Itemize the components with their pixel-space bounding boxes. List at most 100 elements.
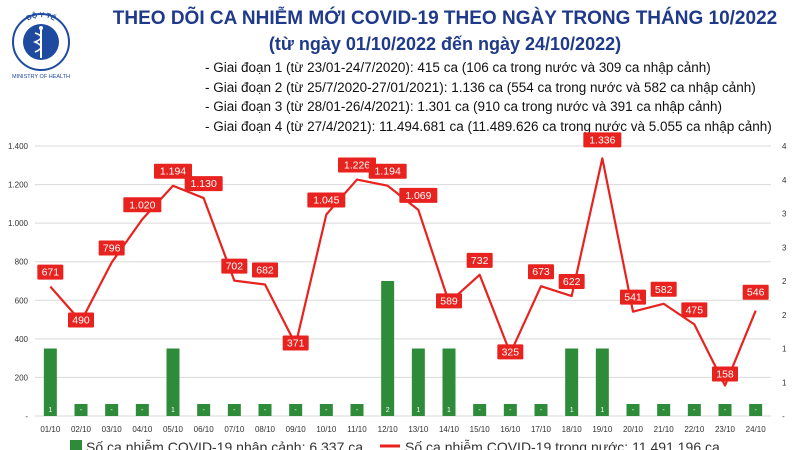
x-tick-label: 19/10	[592, 425, 613, 434]
bar	[718, 404, 732, 416]
y-right-tick-label: 2	[782, 311, 787, 320]
y-left-tick-label: 400	[15, 335, 29, 344]
y-left-tick-label: 200	[15, 373, 29, 382]
phase-notes: Giai đoạn 1 (từ 23/01-24/7/2020): 415 ca…	[205, 58, 772, 136]
data-label: 589	[440, 295, 458, 307]
data-label-box	[650, 281, 677, 297]
bar	[227, 404, 241, 416]
bar-label: 2	[386, 407, 390, 414]
phase-note: Giai đoạn 3 (từ 28/01-26/4/2021): 1.301 …	[205, 97, 772, 117]
data-label: 1.130	[191, 178, 217, 190]
bar-label: -	[754, 407, 757, 414]
legend-label-domestic: Số ca nhiễm COVID-19 trong nước: 11.491.…	[405, 439, 720, 450]
bar-label: 1	[600, 407, 604, 414]
bar	[626, 404, 640, 416]
bar-label: -	[693, 407, 696, 414]
bar-label: 1	[171, 407, 175, 414]
data-label: 158	[716, 369, 734, 381]
data-label: 671	[42, 267, 60, 279]
x-tick-label: 13/10	[408, 425, 429, 434]
data-label-box	[368, 163, 407, 179]
y-right-tick-label: 4	[782, 176, 787, 185]
chart-title: THEO DÕI CA NHIỄM MỚI COVID-19 THEO NGÀY…	[112, 8, 778, 29]
bar-label: 1	[570, 407, 574, 414]
data-label: 1.226	[344, 160, 370, 172]
bar	[381, 281, 395, 416]
bar	[473, 404, 487, 416]
data-label: 1.194	[375, 166, 401, 178]
data-label: 732	[471, 255, 489, 267]
bar-label: -	[509, 407, 512, 414]
data-label: 1.336	[589, 134, 615, 146]
data-label: 1.069	[405, 190, 431, 202]
data-label-box	[98, 240, 125, 256]
data-label: 673	[532, 266, 550, 278]
x-tick-label: 10/10	[316, 425, 337, 434]
x-tick-label: 15/10	[470, 425, 491, 434]
data-label: 622	[563, 276, 581, 288]
bar-label: -	[356, 407, 359, 414]
x-tick-label: 05/10	[163, 425, 184, 434]
bar	[595, 348, 609, 416]
data-label-box	[558, 274, 585, 290]
y-right-tick-label: 2	[782, 277, 787, 286]
data-label-box	[399, 187, 438, 203]
y-left-tick-label: 800	[15, 258, 29, 267]
bar	[258, 404, 272, 416]
bar	[197, 404, 211, 416]
y-right-tick-label: 3	[782, 243, 787, 252]
bar	[503, 404, 517, 416]
data-label: 1.194	[160, 166, 186, 178]
x-tick-label: 02/10	[71, 425, 92, 434]
data-label: 582	[655, 284, 673, 296]
data-label: 325	[502, 346, 520, 358]
data-label: 371	[287, 337, 305, 349]
data-label-box	[184, 176, 223, 192]
chart-subtitle: (từ ngày 01/10/2022 đến ngày 24/10/2022)	[268, 34, 622, 54]
bar-label: -	[478, 407, 481, 414]
bar	[105, 404, 119, 416]
x-tick-label: 08/10	[255, 425, 276, 434]
bar	[411, 348, 425, 416]
x-tick-label: 04/10	[132, 425, 153, 434]
bar-label: -	[202, 407, 205, 414]
bar	[350, 404, 364, 416]
x-tick-label: 22/10	[684, 425, 705, 434]
x-tick-label: 17/10	[531, 425, 552, 434]
legend-label-imported: Số ca nhiễm COVID-19 nhập cảnh: 6.337 ca	[86, 439, 363, 450]
y-right-tick-label: -	[782, 412, 785, 421]
data-label: 1.045	[313, 194, 339, 206]
data-label: 796	[103, 242, 121, 254]
y-right-tick-label: 1	[782, 345, 787, 354]
bar	[534, 404, 548, 416]
x-tick-label: 23/10	[715, 425, 736, 434]
data-label-box	[252, 262, 278, 278]
data-label-box	[282, 335, 309, 351]
x-tick-label: 07/10	[224, 425, 245, 434]
bar	[657, 404, 671, 416]
data-label: 490	[72, 315, 90, 327]
data-label-box	[68, 312, 94, 328]
data-label-box	[307, 192, 346, 208]
data-label: 1.020	[129, 199, 155, 211]
data-label: 702	[226, 261, 244, 273]
data-label-box	[712, 366, 738, 382]
bar-label: -	[233, 407, 236, 414]
bar-label: -	[141, 407, 144, 414]
bar-label: -	[724, 407, 727, 414]
x-tick-label: 24/10	[746, 425, 767, 434]
x-tick-label: 21/10	[654, 425, 675, 434]
bar-label: -	[80, 407, 83, 414]
x-tick-label: 06/10	[194, 425, 215, 434]
data-label-box	[742, 284, 769, 300]
bar-label: 1	[48, 407, 52, 414]
y-left-tick-label: 1.000	[8, 219, 29, 228]
phase-note: Giai đoạn 4 (từ 27/4/2021): 11.494.681 c…	[205, 117, 772, 137]
bar-label: 1	[447, 407, 451, 414]
y-left-tick-label: 600	[15, 296, 29, 305]
data-label-box	[436, 293, 462, 309]
bar	[135, 404, 149, 416]
bar-label: 1	[416, 407, 420, 414]
data-label-box	[583, 132, 622, 148]
data-label-box	[681, 302, 708, 318]
